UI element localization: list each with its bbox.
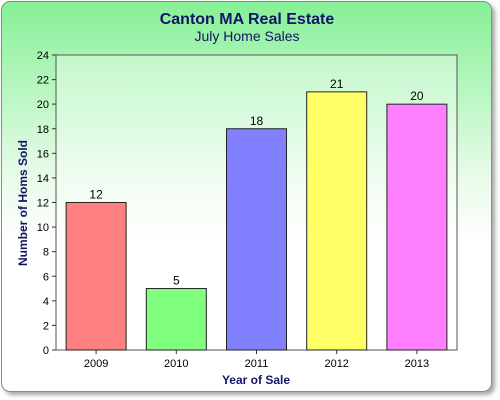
chart-title: Canton MA Real Estate [160, 11, 335, 28]
x-tick-label-2013: 2013 [405, 358, 429, 370]
x-tick-label-2012: 2012 [324, 358, 348, 370]
bar-2012 [306, 91, 368, 351]
bar-chart: Canton MA Real Estate July Home Sales 0 2… [16, 11, 458, 387]
y-axis-title: Number of Homs Sold [16, 140, 30, 266]
y-tick-label: 12 [37, 198, 49, 210]
y-tick-label: 14 [37, 173, 49, 185]
y-tick-label: 16 [37, 148, 49, 160]
data-label-2011: 18 [250, 114, 264, 128]
bar-series [65, 91, 448, 351]
y-tick-label: 24 [37, 50, 49, 62]
x-tick-label-2010: 2010 [164, 358, 188, 370]
data-labels: 12 5 18 21 20 [89, 77, 423, 288]
bar-2013 [386, 103, 448, 351]
y-tick-label: 0 [43, 345, 49, 357]
data-label-2013: 20 [410, 89, 424, 103]
y-tick-label: 10 [37, 222, 49, 234]
y-tick-label: 20 [37, 99, 49, 111]
data-label-2012: 21 [330, 77, 344, 91]
bar-2010 [145, 288, 207, 351]
y-tick-label: 8 [43, 247, 49, 259]
chart-frame: Canton MA Real Estate July Home Sales 0 2… [1, 1, 492, 392]
x-axis: 2009 2010 2011 2012 2013 [84, 350, 429, 370]
y-tick-label: 22 [37, 75, 49, 87]
chart-subtitle: July Home Sales [194, 28, 299, 44]
x-tick-label-2009: 2009 [84, 358, 108, 370]
y-tick-label: 4 [43, 296, 49, 308]
data-label-2010: 5 [173, 274, 180, 288]
x-axis-title: Year of Sale [222, 373, 290, 387]
bar-2009 [65, 202, 127, 351]
y-tick-label: 2 [43, 320, 49, 332]
x-tick-label-2011: 2011 [245, 358, 269, 370]
bar-2011 [226, 128, 287, 351]
y-tick-label: 18 [37, 124, 49, 136]
data-label-2009: 12 [89, 188, 103, 202]
y-tick-label: 6 [43, 271, 49, 283]
